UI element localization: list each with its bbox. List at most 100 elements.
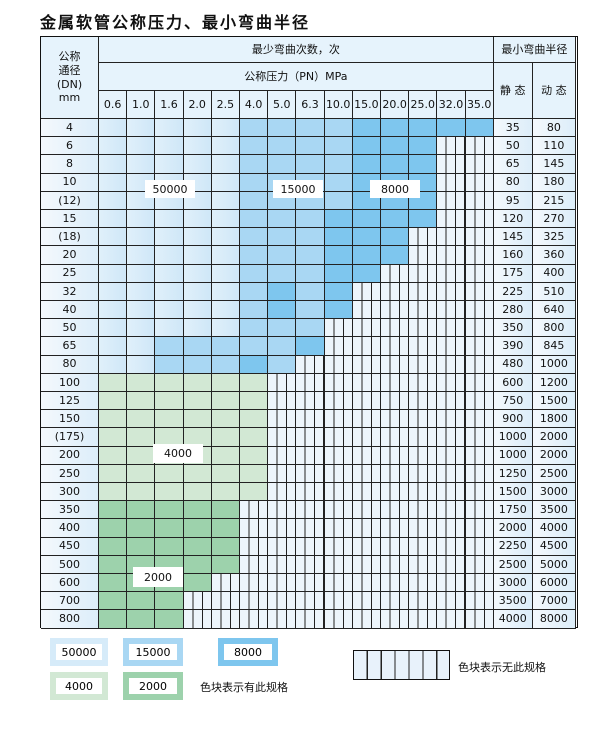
spec-cell-50000	[211, 282, 240, 301]
spec-cell-15000	[296, 137, 325, 156]
spec-cell-15000	[183, 355, 212, 374]
spec-cell-none	[381, 574, 410, 593]
row-dn: 500	[41, 555, 99, 574]
spec-cell-15000	[268, 210, 297, 229]
spec-cell-2000	[211, 501, 240, 520]
spec-cell-15000	[296, 210, 325, 229]
spec-cell-none	[296, 373, 325, 392]
spec-cell-4000	[211, 446, 240, 465]
spec-cell-15000	[240, 173, 269, 192]
spec-cell-4000	[211, 392, 240, 411]
row-static-radius: 1750	[493, 501, 533, 520]
pressure-header: 公称压力（PN）MPa	[99, 63, 494, 91]
spec-cell-8000	[324, 228, 353, 247]
spec-cell-2000	[211, 537, 240, 556]
row-dynamic-radius: 145	[532, 155, 576, 174]
spec-cell-8000	[381, 155, 410, 174]
spec-cell-4000	[127, 464, 156, 483]
spec-cell-none	[437, 173, 466, 192]
pressure-col-header: 20.0	[381, 91, 410, 119]
spec-cell-none	[465, 137, 494, 156]
spec-cell-none	[437, 355, 466, 374]
spec-cell-none	[437, 210, 466, 229]
spec-cell-none	[409, 228, 438, 247]
spec-cell-15000	[155, 355, 184, 374]
spec-cell-none	[381, 282, 410, 301]
spec-cell-50000	[183, 282, 212, 301]
row-static-radius: 225	[493, 282, 533, 301]
pressure-col-header: 2.5	[211, 91, 240, 119]
spec-cell-4000	[183, 373, 212, 392]
pressure-col-header: 10.0	[324, 91, 353, 119]
spec-cell-none	[409, 282, 438, 301]
spec-cell-none	[437, 428, 466, 447]
spec-cell-4000	[240, 410, 269, 429]
spec-cell-none	[268, 392, 297, 411]
spec-cell-2000	[99, 537, 128, 556]
spec-cell-none	[296, 464, 325, 483]
row-dn: 80	[41, 355, 99, 374]
spec-cell-none	[409, 301, 438, 320]
spec-cell-8000	[381, 228, 410, 247]
spec-cell-none	[381, 501, 410, 520]
spec-cell-8000	[352, 228, 381, 247]
spec-cell-none	[465, 555, 494, 574]
spec-cell-none	[409, 392, 438, 411]
spec-cell-50000	[127, 155, 156, 174]
spec-cell-none	[352, 501, 381, 520]
spec-cell-none	[296, 501, 325, 520]
spec-cell-none	[240, 592, 269, 611]
spec-cell-50000	[183, 301, 212, 320]
row-static-radius: 2250	[493, 537, 533, 556]
spec-cell-8000	[381, 119, 410, 138]
row-dn: 125	[41, 392, 99, 411]
spec-cell-8000	[409, 137, 438, 156]
spec-cell-none	[324, 537, 353, 556]
spec-cell-8000	[352, 137, 381, 156]
spec-cell-50000	[183, 264, 212, 283]
spec-cell-2000	[127, 519, 156, 538]
spec-cell-50000	[155, 246, 184, 265]
spec-cell-none	[465, 246, 494, 265]
row-dn: 65	[41, 337, 99, 356]
spec-cell-4000	[127, 373, 156, 392]
row-dynamic-radius: 4500	[532, 537, 576, 556]
spec-cell-15000	[268, 228, 297, 247]
spec-cell-15000	[211, 337, 240, 356]
region-label-4000: 4000	[153, 444, 203, 463]
spec-cell-8000	[409, 119, 438, 138]
row-static-radius: 175	[493, 264, 533, 283]
row-dn: 50	[41, 319, 99, 338]
spec-cell-15000	[324, 155, 353, 174]
row-dn: 40	[41, 301, 99, 320]
row-static-radius: 750	[493, 392, 533, 411]
spec-cell-none	[437, 592, 466, 611]
spec-cell-none	[409, 519, 438, 538]
spec-cell-none	[465, 282, 494, 301]
legend-4000: 4000	[50, 672, 108, 700]
row-dn: 4	[41, 119, 99, 138]
spec-cell-15000	[296, 301, 325, 320]
spec-cell-15000	[240, 282, 269, 301]
spec-cell-none	[381, 519, 410, 538]
spec-cell-50000	[155, 282, 184, 301]
spec-cell-none	[437, 392, 466, 411]
spec-cell-50000	[127, 210, 156, 229]
dn-header: 公称 通径 (DN) mm	[41, 37, 99, 119]
row-dn: 450	[41, 537, 99, 556]
spec-cell-none	[296, 392, 325, 411]
spec-cell-none	[381, 410, 410, 429]
spec-cell-4000	[155, 373, 184, 392]
spec-cell-none	[268, 555, 297, 574]
spec-cell-4000	[99, 464, 128, 483]
spec-cell-none	[381, 428, 410, 447]
spec-cell-15000	[296, 246, 325, 265]
spec-cell-none	[409, 464, 438, 483]
row-dn: 6	[41, 137, 99, 156]
spec-cell-15000	[240, 119, 269, 138]
spec-cell-none	[437, 373, 466, 392]
row-dynamic-radius: 1200	[532, 373, 576, 392]
row-static-radius: 65	[493, 155, 533, 174]
row-dynamic-radius: 3500	[532, 501, 576, 520]
row-static-radius: 280	[493, 301, 533, 320]
